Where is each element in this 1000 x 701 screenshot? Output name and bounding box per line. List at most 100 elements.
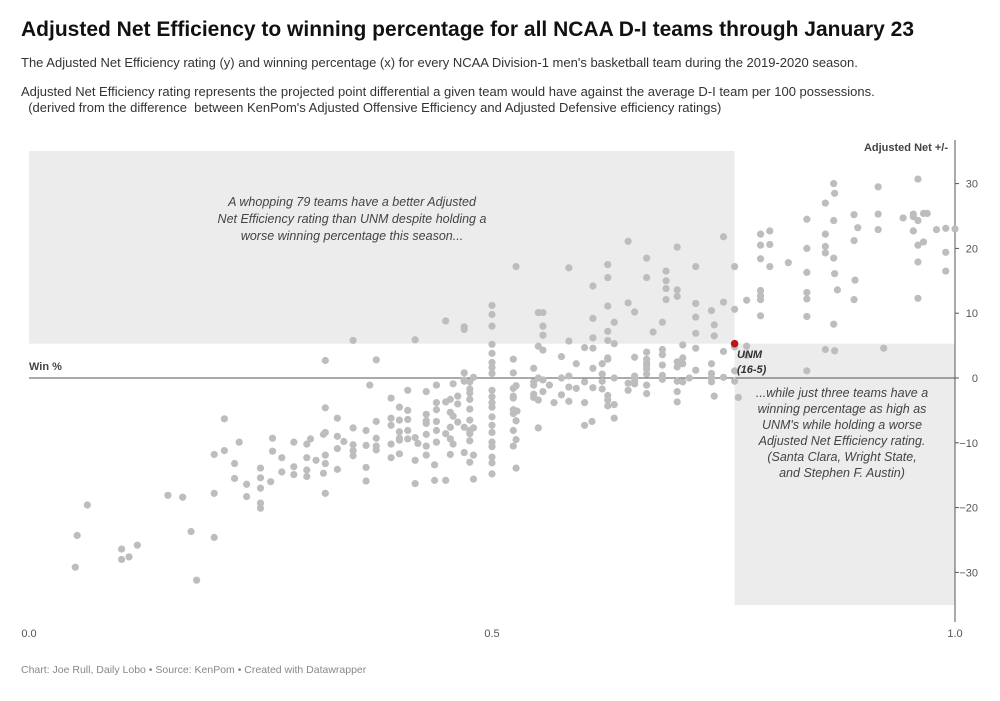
data-point [333, 414, 341, 422]
data-point [731, 377, 739, 385]
data-point [256, 474, 265, 482]
data-point [598, 377, 606, 385]
data-point [303, 454, 311, 462]
chart-title: Adjusted Net Efficiency to winning perce… [21, 18, 915, 41]
data-point [278, 468, 286, 476]
data-point [509, 442, 517, 450]
data-point [662, 295, 670, 304]
chart-footer: Chart: Joe Rull, Daily Lobo • Source: Ke… [21, 664, 367, 676]
data-point [303, 472, 311, 481]
data-point [803, 367, 811, 375]
data-point [610, 400, 618, 409]
data-point [321, 356, 329, 365]
data-point [565, 337, 573, 345]
data-point [466, 389, 474, 397]
data-point [588, 417, 596, 426]
data-point [488, 413, 496, 421]
data-point [349, 452, 357, 460]
data-point [673, 292, 681, 300]
data-point [256, 484, 265, 492]
shade-better-record-region [734, 343, 955, 605]
data-point [422, 410, 430, 418]
data-point [831, 270, 839, 278]
annotation-top-line: Net Efficiency rating than UNM despite h… [218, 212, 487, 226]
data-point [449, 412, 457, 420]
data-point [387, 414, 395, 422]
data-point [488, 340, 496, 348]
data-point [685, 374, 693, 382]
data-point [268, 447, 277, 455]
data-point [581, 421, 589, 429]
data-point [220, 415, 228, 423]
data-point [734, 393, 742, 402]
data-point [710, 332, 718, 340]
data-point [643, 362, 651, 370]
data-point [673, 286, 681, 294]
data-point [509, 426, 517, 435]
data-point [649, 328, 657, 336]
data-point [230, 459, 239, 468]
data-point [446, 450, 454, 459]
data-point [679, 378, 687, 386]
data-point [210, 533, 218, 542]
x-tick-label: 0.0 [21, 628, 36, 640]
data-point [589, 344, 597, 352]
data-point [923, 209, 931, 218]
data-point [488, 421, 496, 429]
data-point [267, 478, 275, 486]
data-point [454, 392, 462, 400]
y-axis-label: Adjusted Net +/- [864, 142, 948, 154]
data-point [692, 313, 700, 321]
data-point [243, 492, 251, 501]
shaded-regions [29, 151, 955, 605]
data-point [404, 406, 412, 414]
data-point [658, 345, 666, 354]
data-point [303, 440, 311, 448]
data-point [756, 255, 765, 263]
annotations: UNM (16-5) A whopping 79 teams have a bett… [218, 195, 929, 480]
data-point [539, 322, 547, 330]
data-point [460, 377, 468, 385]
data-point [118, 555, 126, 564]
data-point [512, 382, 520, 390]
data-point [488, 349, 496, 357]
annotation-bottom-line: and Stephen F. Austin) [779, 466, 905, 480]
data-point [756, 286, 765, 295]
data-point [719, 233, 728, 241]
data-point [488, 393, 496, 401]
data-point [719, 373, 728, 381]
data-point [658, 351, 666, 359]
data-point [372, 442, 380, 450]
data-point [460, 323, 468, 331]
data-point [387, 454, 395, 462]
y-tick-label: 0 [972, 373, 978, 385]
data-point [821, 249, 829, 257]
data-point [411, 434, 419, 442]
data-point [312, 456, 320, 464]
data-point [395, 403, 403, 411]
data-point [673, 363, 681, 371]
data-point [290, 463, 298, 471]
data-point [707, 307, 716, 315]
data-point [349, 336, 357, 345]
data-point [766, 262, 774, 271]
data-point [488, 369, 496, 378]
data-point [756, 312, 765, 320]
data-point [692, 344, 700, 352]
data-point [662, 267, 670, 275]
data-point [710, 321, 718, 329]
data-point [942, 248, 950, 256]
data-point [821, 345, 829, 354]
data-point [624, 386, 632, 394]
data-point [624, 379, 632, 387]
y-tick-label: 20 [966, 243, 978, 255]
data-point [530, 381, 538, 389]
data-point [914, 175, 922, 183]
data-point [831, 189, 839, 197]
highlight-label-name: UNM [737, 349, 763, 361]
description-line-1: Adjusted Net Efficiency rating represent… [21, 84, 875, 99]
data-point [321, 459, 329, 468]
data-point [71, 563, 79, 571]
data-point [643, 370, 651, 378]
data-point [303, 466, 311, 474]
